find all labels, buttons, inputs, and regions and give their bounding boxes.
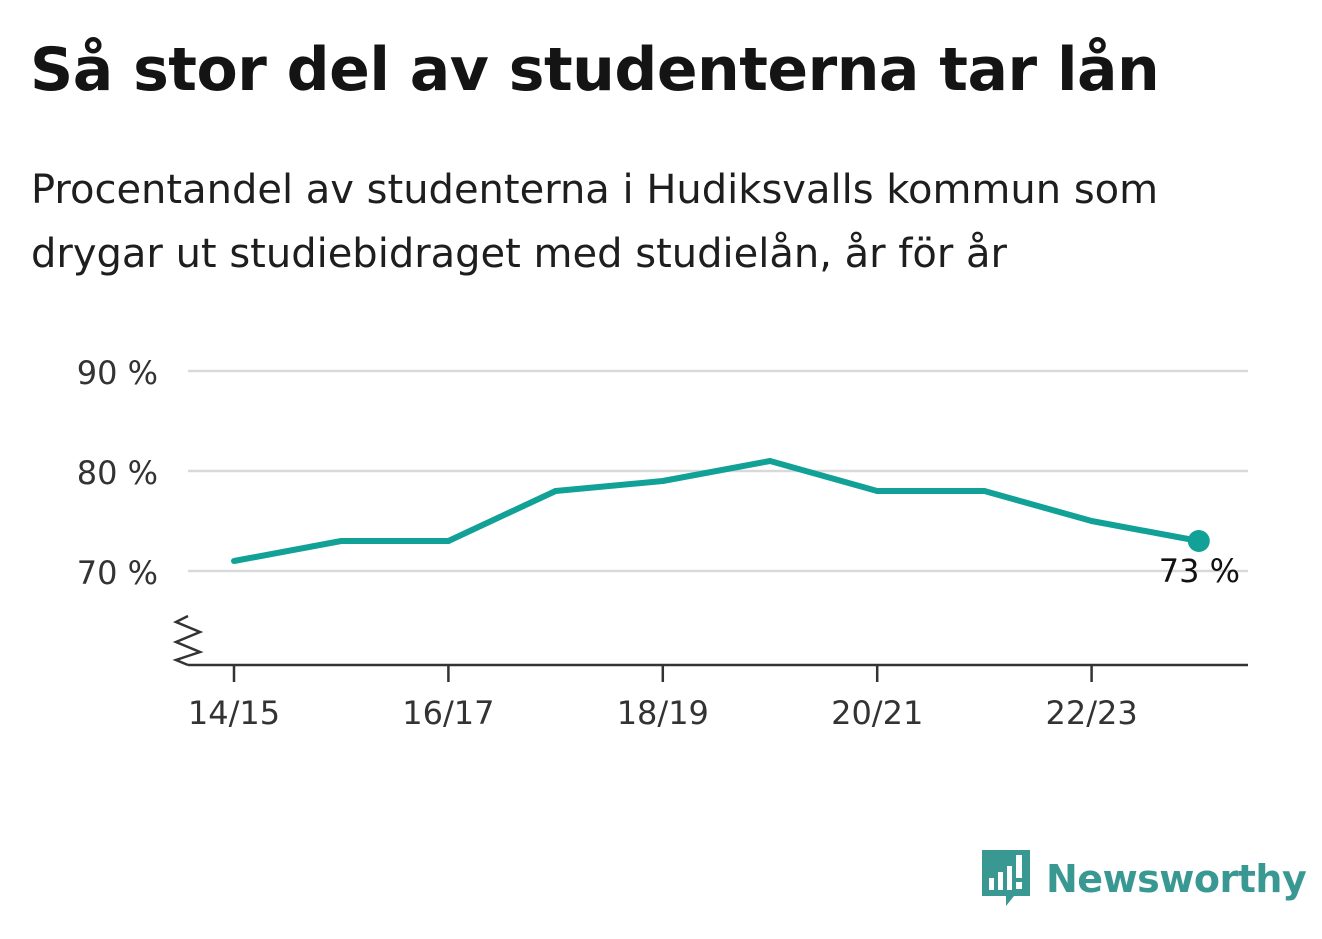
y-tick-label: 80 % xyxy=(77,454,158,492)
axis-break-icon xyxy=(172,614,204,667)
data-point xyxy=(338,538,345,544)
x-tick-label: 14/15 xyxy=(188,694,280,732)
y-tick-label: 90 % xyxy=(77,354,158,392)
data-point xyxy=(231,558,237,564)
brand-name: Newsworthy xyxy=(1046,857,1307,901)
newsworthy-logo: Newsworthy xyxy=(980,846,1307,912)
x-tick-label: 22/23 xyxy=(1045,694,1137,732)
x-tick-label: 18/19 xyxy=(617,694,709,732)
data-point xyxy=(874,488,881,494)
end-value-label: 73 % xyxy=(1159,552,1240,590)
data-point xyxy=(981,488,988,494)
end-point-marker xyxy=(1187,530,1210,552)
data-point xyxy=(445,538,452,544)
data-point xyxy=(659,478,666,484)
x-tick-label: 20/21 xyxy=(831,694,923,732)
data-point xyxy=(552,488,559,494)
y-tick-label: 70 % xyxy=(77,554,158,592)
series-line xyxy=(233,458,1200,564)
x-tick-label: 16/17 xyxy=(402,694,494,732)
data-point xyxy=(767,458,773,464)
chart-subtitle: Procentandel av studenterna i Hudiksvall… xyxy=(31,167,1159,277)
newsworthy-logo-icon xyxy=(982,850,1030,906)
chart-title: Så stor del av studenterna tar lån xyxy=(30,35,1160,105)
data-point xyxy=(1088,518,1095,524)
